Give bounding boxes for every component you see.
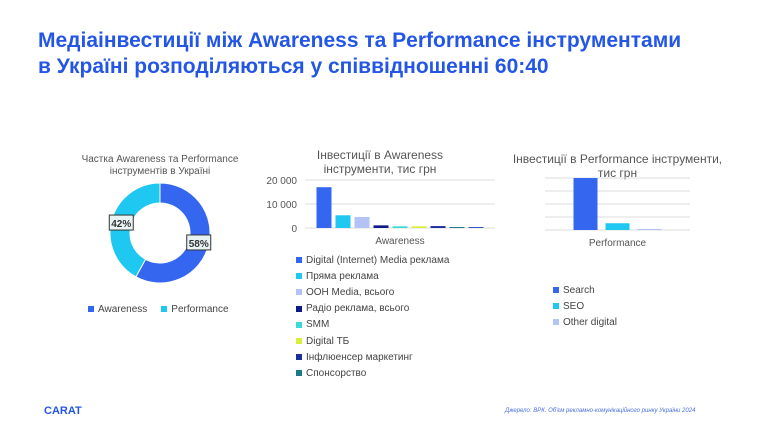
bar-радіо-реклама-всього xyxy=(373,225,389,228)
legend-swatch xyxy=(88,306,94,312)
donut-title: Частка Awareness та Performance інструме… xyxy=(81,154,239,177)
bar-digital-тб xyxy=(411,226,427,228)
legend-swatch xyxy=(296,257,302,264)
legend-item: Other digital xyxy=(553,314,617,330)
legend-label: Other digital xyxy=(563,316,617,328)
bar-search xyxy=(573,178,598,230)
legend-label: SMM xyxy=(306,319,330,331)
title-line-1: Медіаінвестиції між Awareness та Perform… xyxy=(38,29,682,52)
legend-item: Digital (Internet) Media реклама xyxy=(296,252,449,268)
donut-legend: Awareness Performance xyxy=(88,301,229,317)
y-tick-label: 0 xyxy=(291,224,297,235)
legend-item: OOH Media, всього xyxy=(296,284,449,300)
legend-label: Інфлюенсер маркетинг xyxy=(306,351,413,363)
bar-інфлюенсер-маркетинг xyxy=(430,226,446,228)
legend-swatch xyxy=(296,370,302,377)
performance-title: Інвестиції в Performance інструменти, ти… xyxy=(512,152,723,180)
bar-seo xyxy=(605,223,630,230)
data-label-box xyxy=(186,234,212,251)
donut-slice-performance xyxy=(109,182,161,278)
legend-label: Спонсорство xyxy=(306,367,367,379)
bar-спонсорство xyxy=(449,227,465,228)
legend-swatch xyxy=(161,306,168,312)
title-line-2: в Україні розподіляються у співвідношенн… xyxy=(38,55,549,78)
data-label: 42% xyxy=(111,219,131,230)
legend-item: Search xyxy=(553,282,617,298)
legend-item: Спонсорство xyxy=(296,365,449,381)
legend-item: Пряма реклама xyxy=(296,268,449,284)
legend-label: OOH Media, всього xyxy=(306,286,395,298)
legend-label: Пряма реклама xyxy=(306,270,379,282)
legend-label: Search xyxy=(563,284,595,296)
legend-label: Радіо реклама, всього xyxy=(306,303,410,315)
source-note: Джерело: ВРК. Об'єм рекламно-комунікацій… xyxy=(505,408,696,414)
donut-chart: 58% 42% xyxy=(108,182,212,284)
legend-item: SMM xyxy=(296,317,449,333)
legend-swatch xyxy=(296,273,302,280)
legend-item: Інфлюенсер маркетинг xyxy=(296,349,449,365)
legend-swatch xyxy=(296,354,302,361)
legend-swatch xyxy=(296,321,302,328)
legend-label: Awareness xyxy=(98,303,148,315)
legend-label: SEO xyxy=(563,300,585,312)
donut-slice-awareness xyxy=(135,182,211,284)
carat-logo: CARAT xyxy=(44,405,82,417)
legend-swatch xyxy=(553,303,559,310)
legend-label: Digital ТБ xyxy=(306,335,350,347)
bar-ooh-media-всього xyxy=(354,216,370,228)
awareness-legend: Digital (Internet) Media реклама Пряма ре… xyxy=(296,252,449,382)
performance-legend: Search SEO Other digital xyxy=(553,282,617,331)
awareness-chart: 0 10 000 20 000 Awareness xyxy=(266,176,495,247)
legend-swatch xyxy=(296,289,302,296)
y-tick-label: 10 000 xyxy=(266,200,297,211)
legend-swatch xyxy=(553,319,559,326)
legend-swatch xyxy=(296,338,302,345)
y-tick-label: 20 000 xyxy=(266,176,297,187)
legend-label: Performance xyxy=(171,303,229,315)
legend-item: Радіо реклама, всього xyxy=(296,301,449,317)
legend-swatch xyxy=(553,287,559,294)
legend-swatch xyxy=(296,305,302,312)
legend-item: Performance xyxy=(161,301,229,317)
x-category-label: Awareness xyxy=(375,236,424,247)
bar-smm xyxy=(392,226,408,228)
page-title: Медіаінвестиції між Awareness та Perform… xyxy=(38,28,738,80)
legend-item: SEO xyxy=(553,298,617,314)
performance-chart: Performance xyxy=(545,177,690,249)
x-category-label: Performance xyxy=(589,238,647,249)
legend-label: Digital (Internet) Media реклама xyxy=(306,254,450,266)
data-label-box xyxy=(108,214,134,231)
data-label: 58% xyxy=(189,239,209,250)
awareness-title: Інвестиції в Awareness інструменти, тис … xyxy=(316,148,444,176)
legend-item: Awareness xyxy=(88,301,147,317)
bar-пряма-реклама xyxy=(335,215,351,228)
bar-other-digital xyxy=(637,228,662,230)
bar-digital-internet-media-реклама xyxy=(316,187,332,228)
legend-item: Digital ТБ xyxy=(296,333,449,349)
bar-other xyxy=(468,227,484,228)
